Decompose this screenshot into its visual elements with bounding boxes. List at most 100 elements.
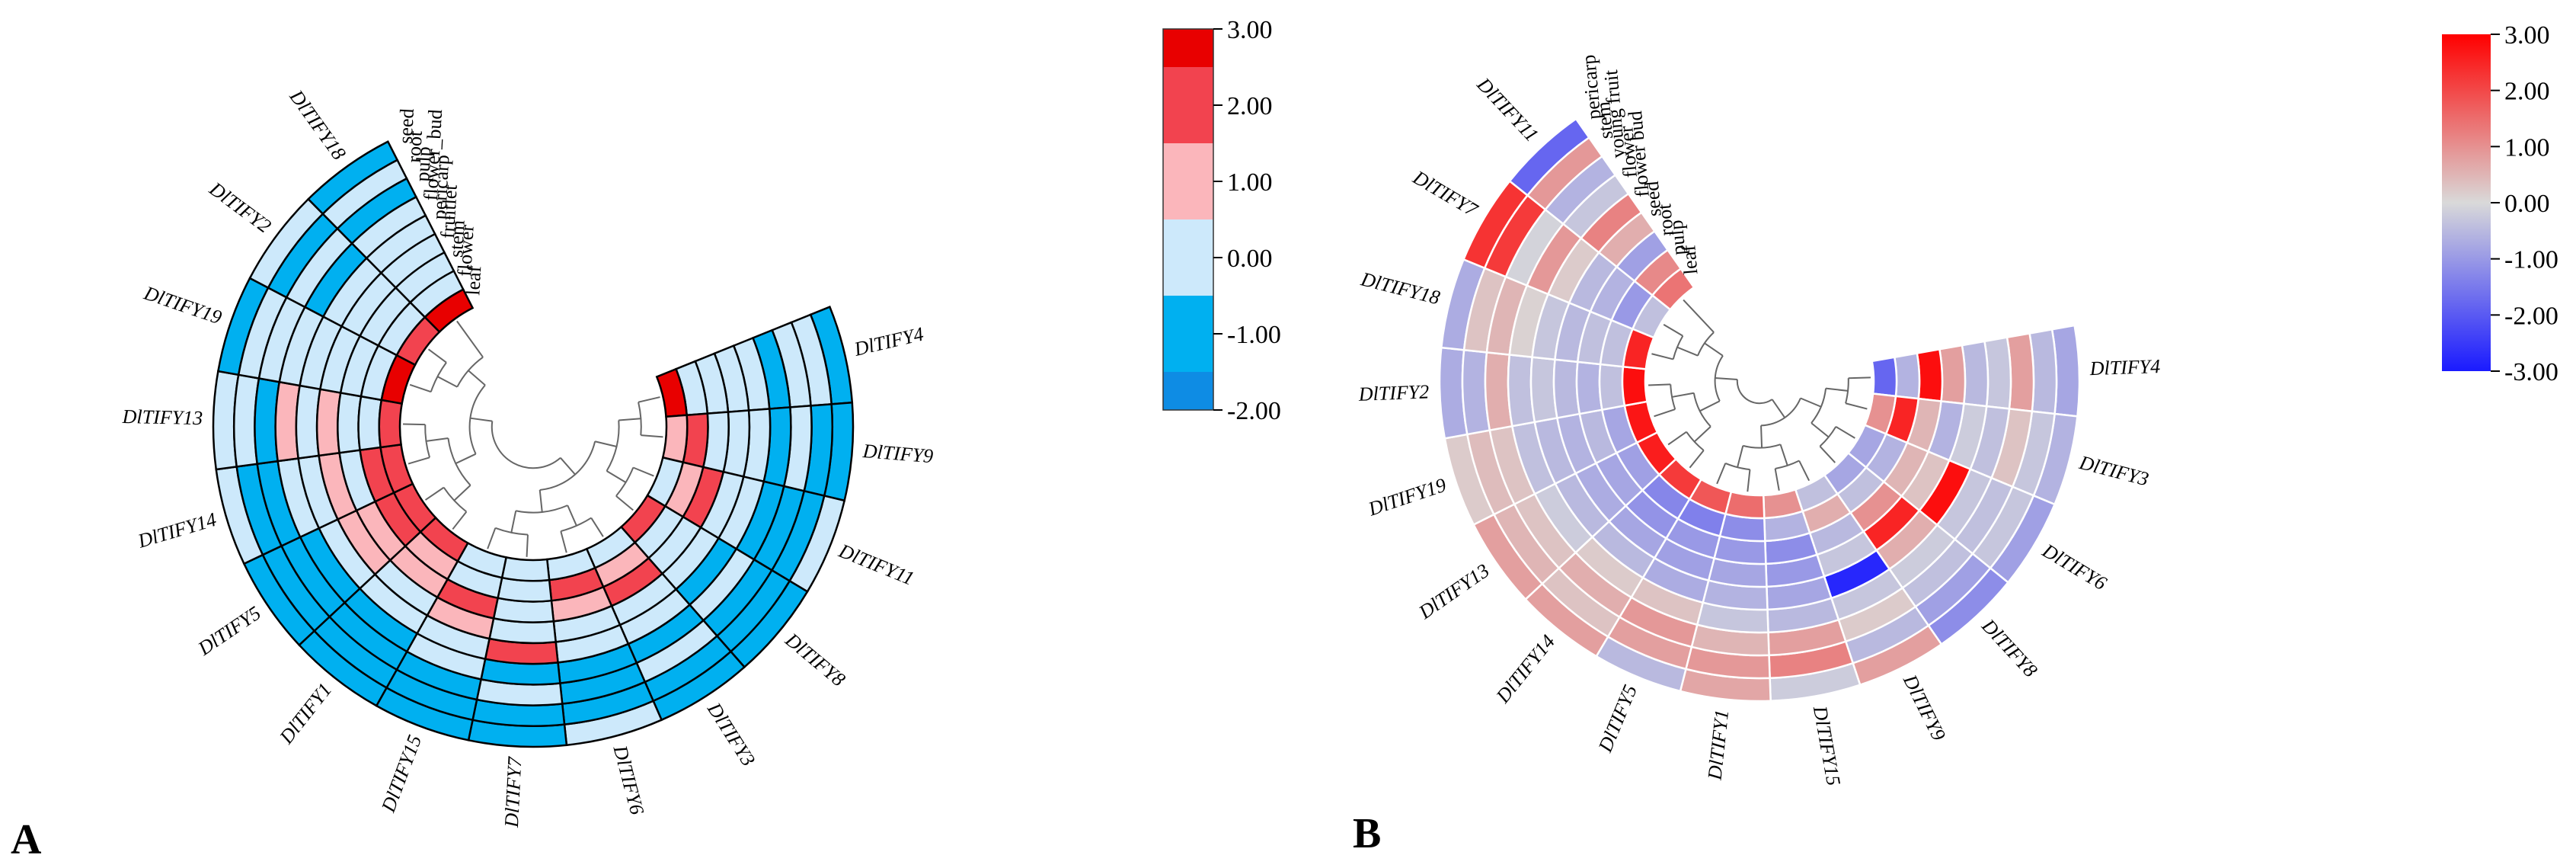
- gene-label: DlTIFY19: [141, 281, 225, 328]
- tissue-label: flower: [453, 224, 478, 277]
- dendrogram-branch: [487, 527, 497, 549]
- tissue-label: pericarp: [428, 154, 453, 220]
- dendrogram-branch: [470, 417, 493, 422]
- gene-label: DlTIFY1: [275, 679, 337, 748]
- dendrogram-branch: [539, 489, 543, 513]
- dendrogram-branch: [1737, 445, 1744, 468]
- dendrogram-branch: [1648, 383, 1671, 386]
- tissue-label: seed: [395, 108, 418, 145]
- cell-dltify18-leaf: [423, 288, 475, 334]
- dendrogram-branch: [615, 495, 634, 511]
- gene-label: DlTIFY11: [835, 540, 917, 590]
- gene-label: DlTIFY11: [1472, 73, 1543, 146]
- dendrogram-branch: [516, 504, 568, 514]
- dendrogram-branch: [1845, 402, 1868, 410]
- gene-label: DlTIFY4: [2089, 355, 2160, 380]
- cell-dltify4-leaf: [1871, 356, 1898, 398]
- legend-tick-label: 3.00: [2504, 21, 2550, 50]
- tissue-label: stem: [1592, 101, 1617, 139]
- gene-label: DlTIFY13: [121, 405, 203, 429]
- dendrogram-branch: [1671, 392, 1694, 398]
- gene-label: DlTIFY2: [1357, 380, 1429, 405]
- cell-dltify4-pulp: [1893, 352, 1921, 400]
- dendrogram-branch: [594, 440, 617, 447]
- legend-tick-label: 0.00: [1227, 245, 1273, 273]
- tissue-label: flower_bud: [420, 109, 446, 201]
- dendrogram-branch: [452, 511, 468, 530]
- dendrogram-branch: [510, 511, 517, 533]
- gene-label: DlTIFY15: [377, 732, 426, 816]
- dendrogram-branch: [1689, 450, 1705, 469]
- dendrogram-branch: [1716, 463, 1727, 485]
- gene-label: DlTIFY7: [1408, 166, 1481, 222]
- gene-label: DlTIFY13: [1414, 559, 1494, 624]
- legend-color-band: [1163, 143, 1213, 219]
- dendrogram-branch: [1654, 408, 1676, 418]
- dendrogram-branch: [1848, 376, 1871, 380]
- cell-dltify2-pulp: [1598, 363, 1626, 412]
- dendrogram-branch: [1798, 460, 1811, 482]
- legend-color-band: [1163, 67, 1213, 143]
- dendrogram-branch: [1760, 425, 1763, 448]
- legend-tick-label: 3.00: [1227, 16, 1273, 44]
- dendrogram-branch: [618, 418, 641, 421]
- tissue-label: flower: [1615, 125, 1641, 178]
- dendrogram-branch: [1672, 335, 1684, 360]
- tissue-label: leaf: [462, 265, 485, 296]
- gene-label: DlTIFY3: [2076, 451, 2151, 490]
- gene-label: DlTIFY5: [193, 602, 265, 660]
- legend-tick-label: -2.00: [2504, 302, 2558, 330]
- gene-label: DlTIFY9: [1898, 671, 1950, 745]
- cell-dltify13-leaf: [378, 399, 404, 449]
- gene-label: DlTIFY15: [1809, 703, 1845, 787]
- panel-a-heatmap: DlTIFY4 DlTIFY9 DlTIFY11 DlTIFY8 DlTIFY3 DlTI…: [121, 85, 934, 829]
- dendrogram-branch: [1800, 397, 1822, 408]
- legend-tick-label: 1.00: [1227, 168, 1273, 197]
- dendrogram-branch: [424, 486, 445, 501]
- cell-dltify4-seed: [1938, 344, 1967, 405]
- dendrogram-branch: [567, 504, 577, 527]
- legend-tick-label: 1.00: [2504, 133, 2550, 162]
- dendrogram-branch: [1736, 379, 1773, 405]
- legend-color-band: [1163, 372, 1213, 410]
- dendrogram-branch: [638, 396, 660, 403]
- dendrogram-branch: [1775, 460, 1800, 469]
- legend-tick-label: 2.00: [2504, 78, 2550, 106]
- legend-tick-label: -3.00: [2504, 358, 2558, 386]
- dendrogram-branch: [453, 485, 471, 501]
- cell-dltify11-leaf: [1651, 267, 1695, 312]
- gene-label: DlTIFY9: [861, 440, 934, 467]
- dendrogram-branch: [1651, 353, 1673, 360]
- dendrogram-branch: [426, 437, 449, 442]
- legend-tick-label: 0.00: [2504, 190, 2550, 218]
- dendrogram-branch: [1699, 400, 1721, 412]
- dendrogram-branch: [1714, 355, 1724, 402]
- gene-label: DlTIFY18: [1358, 267, 1442, 309]
- tissue-label: root: [1653, 203, 1678, 237]
- dendrogram-branch: [1779, 444, 1788, 466]
- legend-tick-label: -2.00: [1227, 397, 1281, 425]
- dendrogram-branch: [1811, 422, 1830, 438]
- dendrogram-branch: [641, 434, 663, 438]
- gene-label: DlTIFY18: [285, 85, 350, 164]
- cell-dltify2-seed: [1552, 358, 1581, 419]
- legend-tick-label: 2.00: [1227, 92, 1273, 120]
- dendrogram-branch: [1774, 468, 1780, 491]
- legend-color-band: [1163, 29, 1213, 67]
- gene-label: DlTIFY3: [703, 698, 760, 770]
- tissue-label: pulp: [1665, 219, 1690, 257]
- gene-label: DlTIFY6: [609, 742, 648, 817]
- dendrogram-branch: [491, 421, 561, 469]
- cell-dltify4-root: [1916, 348, 1944, 402]
- dendrogram-branch: [606, 470, 627, 483]
- panel-b-label: B: [1353, 810, 1381, 857]
- dendrogram-branch: [526, 534, 529, 557]
- legend-frame: [1162, 28, 1214, 411]
- cell-dltify9-leaf: [661, 414, 689, 464]
- gene-label: DlTIFY19: [1365, 474, 1449, 520]
- dendrogram-branch: [1704, 342, 1724, 357]
- dendrogram-branch: [1663, 324, 1683, 337]
- dendrogram-branch: [560, 530, 567, 553]
- cell-dltify1-leaf: [1724, 490, 1766, 520]
